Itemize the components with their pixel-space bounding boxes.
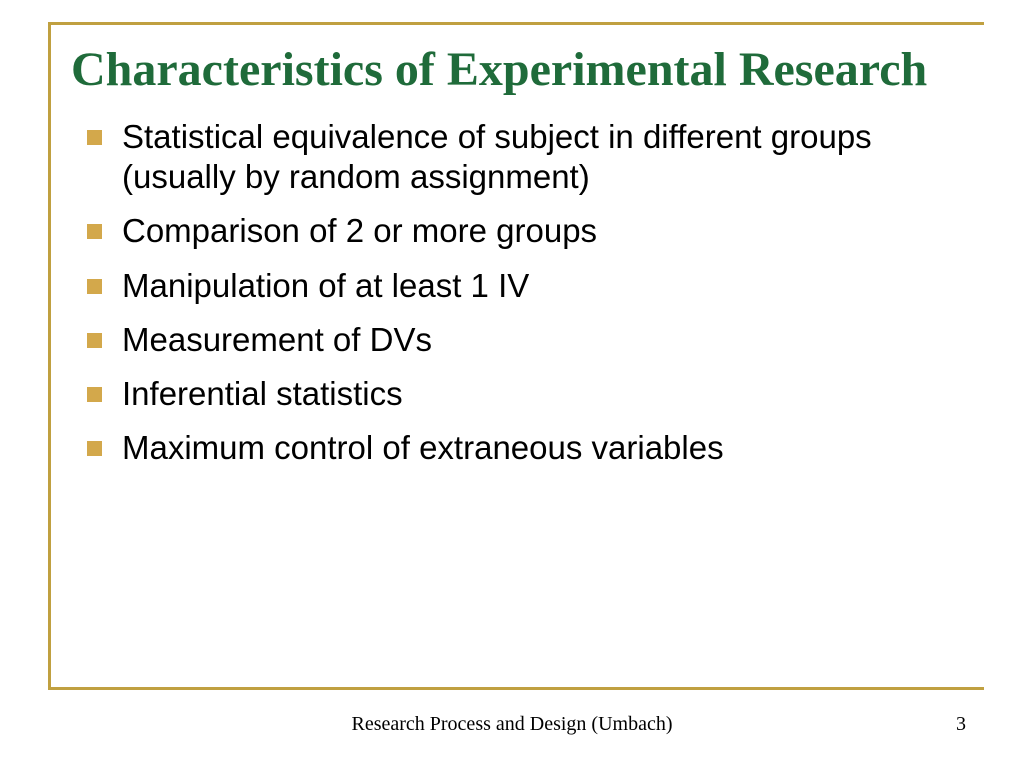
- bottom-rule: [48, 687, 984, 690]
- list-item: Manipulation of at least 1 IV: [87, 266, 954, 306]
- list-item: Statistical equivalence of subject in di…: [87, 117, 954, 198]
- list-item-text: Manipulation of at least 1 IV: [122, 266, 529, 306]
- footer-text: Research Process and Design (Umbach): [0, 713, 1024, 736]
- list-item-text: Maximum control of extraneous variables: [122, 428, 724, 468]
- bullet-icon: [87, 333, 102, 348]
- page-number: 3: [956, 713, 966, 736]
- slide-title: Characteristics of Experimental Research: [51, 25, 984, 111]
- bullet-list: Statistical equivalence of subject in di…: [51, 111, 984, 469]
- bullet-icon: [87, 130, 102, 145]
- list-item: Comparison of 2 or more groups: [87, 211, 954, 251]
- slide-frame: Characteristics of Experimental Research…: [48, 22, 984, 688]
- bullet-icon: [87, 224, 102, 239]
- list-item-text: Measurement of DVs: [122, 320, 432, 360]
- bullet-icon: [87, 441, 102, 456]
- bullet-icon: [87, 279, 102, 294]
- list-item: Maximum control of extraneous variables: [87, 428, 954, 468]
- bullet-icon: [87, 387, 102, 402]
- list-item: Inferential statistics: [87, 374, 954, 414]
- list-item-text: Inferential statistics: [122, 374, 403, 414]
- list-item-text: Statistical equivalence of subject in di…: [122, 117, 954, 198]
- list-item: Measurement of DVs: [87, 320, 954, 360]
- list-item-text: Comparison of 2 or more groups: [122, 211, 597, 251]
